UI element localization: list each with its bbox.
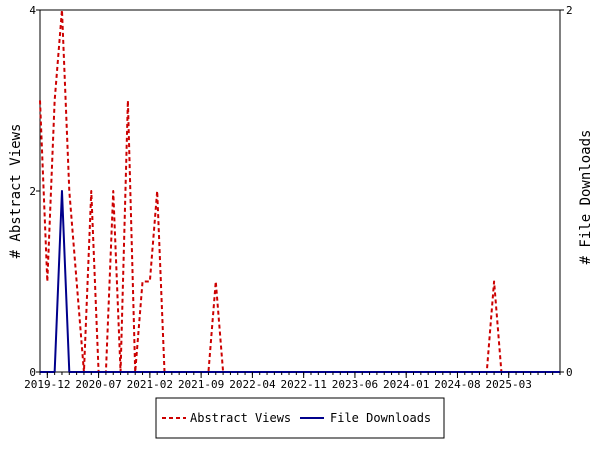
left-y-tick-label: 4 xyxy=(29,4,36,17)
x-tick-label: 2022-04 xyxy=(229,378,276,391)
legend: Abstract Views File Downloads xyxy=(155,397,445,439)
x-tick-label: 2024-01 xyxy=(383,378,429,391)
x-tick-label: 2019-12 xyxy=(24,378,70,391)
x-tick-label: 2024-08 xyxy=(434,378,480,391)
x-tick-label: 2020-07 xyxy=(75,378,121,391)
right-y-tick-label: 2 xyxy=(566,4,573,17)
legend-label-abstract-views: Abstract Views xyxy=(190,411,291,425)
series-line-file-downloads xyxy=(40,190,560,373)
right-y-axis: 02 xyxy=(560,4,573,379)
x-tick-label: 2021-02 xyxy=(127,378,173,391)
left-y-axis: 0 2 4 xyxy=(29,4,40,379)
legend-label-file-downloads: File Downloads xyxy=(330,411,431,425)
left-y-tick-label: 2 xyxy=(29,185,36,198)
x-tick-label: 2022-11 xyxy=(280,378,326,391)
series-layer xyxy=(39,9,560,373)
x-axis: 2019-12 2020-07 2021-02 2021-09 2022-04 2022-… xyxy=(24,372,561,391)
x-tick-label: 2025-03 xyxy=(486,378,532,391)
left-axis-label: # Abstract Views xyxy=(8,124,24,259)
x-tick-label: 2021-09 xyxy=(178,378,224,391)
x-tick-label: 2023-06 xyxy=(332,378,378,391)
right-axis-label: # File Downloads xyxy=(578,130,594,265)
right-y-tick-label: 0 xyxy=(566,366,573,379)
left-y-tick-label: 0 xyxy=(29,366,36,379)
